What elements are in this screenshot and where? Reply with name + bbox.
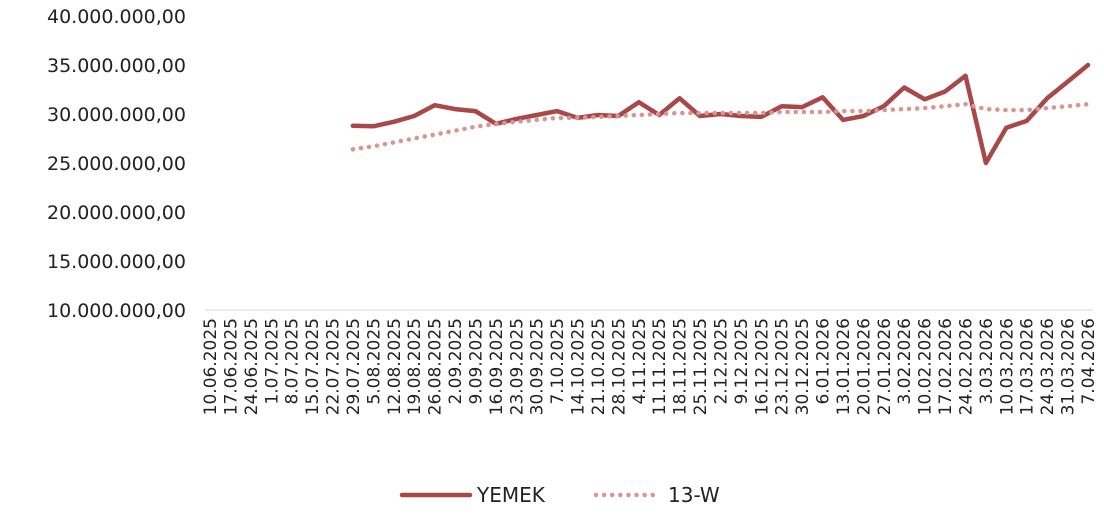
x-tick-label: 23.12.2025 <box>773 318 793 415</box>
legend: YEMEK 13-W <box>399 483 720 507</box>
x-tick-label: 17.03.2026 <box>1018 318 1038 415</box>
x-tick-label: 10.02.2026 <box>916 318 936 415</box>
y-tick-label: 30.000.000,00 <box>47 104 186 126</box>
x-tick-label: 6.01.2026 <box>814 318 834 405</box>
x-tick-label: 30.12.2025 <box>793 318 813 415</box>
x-tick-label: 1.07.2025 <box>262 318 282 405</box>
x-tick-label: 31.03.2026 <box>1059 318 1079 415</box>
x-tick-label: 24.03.2026 <box>1038 318 1058 415</box>
x-tick-label: 24.06.2025 <box>242 318 262 415</box>
x-tick-label: 3.03.2026 <box>977 318 997 405</box>
x-tick-label: 11.11.2025 <box>650 318 670 415</box>
y-tick-label: 40.000.000,00 <box>47 6 186 28</box>
x-tick-label: 22.07.2025 <box>324 318 344 415</box>
x-tick-label: 17.06.2025 <box>221 318 241 415</box>
y-tick-label: 35.000.000,00 <box>47 55 186 77</box>
x-tick-label: 28.10.2025 <box>609 318 629 415</box>
legend-item: 13-W <box>593 483 720 507</box>
x-tick-label: 19.08.2025 <box>405 318 425 415</box>
series-line-yemek <box>350 62 1091 166</box>
y-tick-label: 25.000.000,00 <box>47 153 186 175</box>
y-tick-label: 15.000.000,00 <box>47 251 186 273</box>
y-tick-label: 10.000.000,00 <box>47 300 186 322</box>
x-tick-label: 23.09.2025 <box>507 318 527 415</box>
x-tick-label: 26.08.2025 <box>426 318 446 415</box>
legend-item: YEMEK <box>399 483 546 507</box>
legend-label: YEMEK <box>476 483 546 507</box>
y-tick-label: 20.000.000,00 <box>47 202 186 224</box>
x-tick-label: 8.07.2025 <box>283 318 303 405</box>
x-tick-label: 16.09.2025 <box>487 318 507 415</box>
series-line-13-w <box>350 101 1091 152</box>
x-tick-label: 2.12.2025 <box>711 318 731 405</box>
x-tick-label: 17.02.2026 <box>936 318 956 415</box>
series-layer <box>350 62 1091 166</box>
x-tick-label: 14.10.2025 <box>569 318 589 415</box>
x-tick-label: 30.09.2025 <box>528 318 548 415</box>
x-tick-label: 18.11.2025 <box>671 318 691 415</box>
x-tick-label: 16.12.2025 <box>752 318 772 415</box>
legend-label: 13-W <box>668 483 720 507</box>
x-tick-label: 9.09.2025 <box>466 318 486 405</box>
x-tick-label: 13.01.2026 <box>834 318 854 415</box>
x-tick-label: 7.04.2026 <box>1079 318 1099 405</box>
x-tick-label: 20.01.2026 <box>854 318 874 415</box>
x-tick-label: 5.08.2025 <box>364 318 384 405</box>
x-tick-label: 10.06.2025 <box>201 318 221 415</box>
x-tick-label: 7.10.2025 <box>548 318 568 405</box>
x-tick-label: 4.11.2025 <box>630 318 650 405</box>
x-tick-label: 10.03.2026 <box>997 318 1017 415</box>
axis-layer: 10.000.000,00 15.000.000,00 20.000.000,00 2… <box>47 6 1099 415</box>
x-tick-label: 29.07.2025 <box>344 318 364 415</box>
x-tick-label: 9.12.2025 <box>732 318 752 405</box>
x-tick-label: 24.02.2026 <box>956 318 976 415</box>
x-tick-label: 2.09.2025 <box>446 318 466 405</box>
x-tick-label: 27.01.2026 <box>875 318 895 415</box>
x-tick-label: 12.08.2025 <box>385 318 405 415</box>
x-tick-label: 25.11.2025 <box>691 318 711 415</box>
x-tick-label: 3.02.2026 <box>895 318 915 405</box>
x-tick-label: 15.07.2025 <box>303 318 323 415</box>
x-tick-label: 21.10.2025 <box>589 318 609 415</box>
